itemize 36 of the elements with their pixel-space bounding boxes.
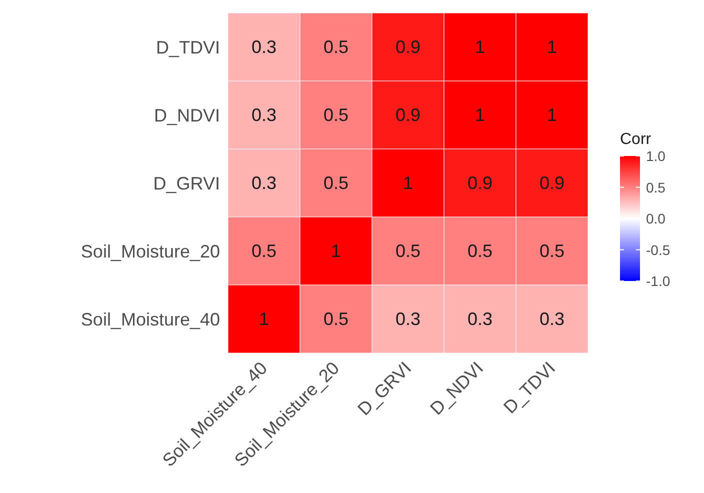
- data-label: 1: [546, 105, 558, 125]
- color-bar-label: -1.0: [646, 273, 670, 289]
- data-label: 1: [474, 37, 486, 57]
- data-label: 0.9: [467, 173, 493, 193]
- y-tick-label: D_GRVI: [153, 173, 220, 194]
- y-tick-label: Soil_Moisture_20: [80, 241, 220, 262]
- data-label: 0.5: [539, 241, 565, 261]
- data-label: 1: [474, 105, 486, 125]
- data-label: 0.3: [467, 309, 493, 329]
- color-bar-label: -0.5: [646, 242, 670, 258]
- color-bar-title: Corr: [620, 131, 652, 148]
- data-label: 0.3: [251, 37, 277, 57]
- color-bar-label: 1.0: [646, 148, 666, 164]
- data-label: 0.9: [395, 105, 421, 125]
- data-label: 0.5: [323, 309, 349, 329]
- data-label: 1: [402, 173, 414, 193]
- data-label: 1: [330, 241, 342, 261]
- data-label: 0.5: [323, 37, 349, 57]
- data-label: 0.3: [251, 173, 277, 193]
- data-label: 0.9: [395, 37, 421, 57]
- y-tick-label: Soil_Moisture_40: [80, 309, 220, 330]
- color-bar-label: 0.5: [646, 179, 666, 196]
- data-label: 0.5: [251, 241, 277, 261]
- data-label: 1: [546, 37, 558, 57]
- color-bar-label: 0.0: [646, 210, 666, 226]
- data-label: 0.5: [323, 105, 349, 125]
- y-tick-label: D_NDVI: [154, 105, 220, 126]
- data-label: 0.5: [323, 173, 349, 193]
- data-label: 0.5: [467, 241, 493, 261]
- y-tick-label: D_TDVI: [156, 37, 220, 58]
- data-label: 1: [258, 309, 270, 329]
- data-label: 0.9: [539, 173, 565, 193]
- data-label: 0.3: [539, 309, 565, 329]
- data-label: 0.5: [395, 241, 421, 261]
- data-label: 0.3: [395, 309, 421, 329]
- data-label: 0.3: [251, 105, 277, 125]
